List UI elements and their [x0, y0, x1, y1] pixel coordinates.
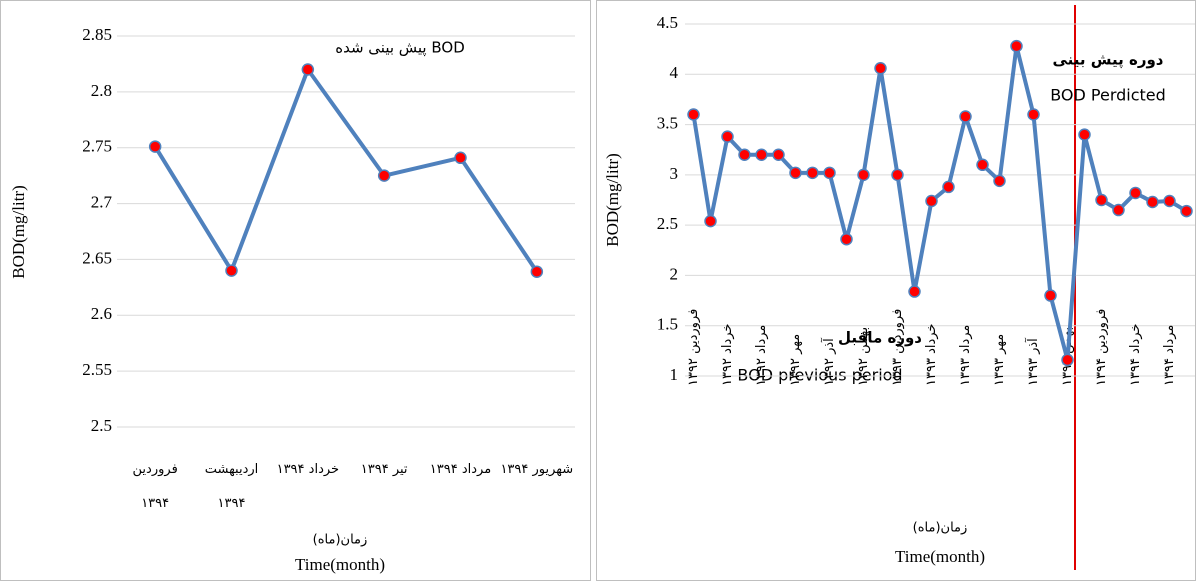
data-point [1044, 289, 1057, 302]
x-tick-label: فروردین ۱۳۹۴ [132, 462, 178, 511]
x-tick-label: خرداد ۱۳۹۴ [1128, 324, 1143, 386]
y-tick-label: 2.75 [82, 137, 112, 156]
y-tick-label: 2.8 [91, 81, 112, 100]
data-point [993, 174, 1006, 188]
data-point [959, 110, 972, 123]
data-point [1010, 39, 1023, 53]
data-point [1027, 108, 1040, 121]
data-point [687, 108, 700, 121]
data-point [1180, 204, 1193, 218]
y-tick-label: 3.5 [657, 113, 678, 132]
x-tick-label: فروردین ۱۳۹۴ [1094, 309, 1109, 386]
data-point [755, 148, 768, 161]
panel-border [0, 0, 591, 581]
data-point [942, 180, 955, 194]
annotation: BOD پیش بینی شده [335, 39, 465, 58]
annotation: BOD previous period [737, 366, 902, 385]
x-axis-title: زمان(ماه) [313, 533, 368, 548]
y-tick-label: 3 [670, 164, 679, 183]
data-point [704, 214, 717, 228]
x-tick-label: آذر ۱۳۹۲ [820, 337, 837, 386]
data-point [976, 158, 989, 172]
data-point [925, 194, 938, 208]
data-point [823, 166, 836, 180]
x-tick-label: تیر ۱۳۹۴ [360, 462, 408, 477]
data-point [530, 265, 544, 278]
data-point [789, 166, 802, 180]
data-point [840, 232, 853, 246]
y-tick-label: 2.7 [91, 192, 113, 211]
x-tick-label: فروردین ۱۳۹۳ [890, 309, 905, 386]
x-axis-title: Time(month) [895, 547, 985, 566]
y-tick-label: 2.85 [82, 25, 112, 44]
y-axis-title: BOD(mg/litr) [603, 153, 622, 247]
x-tick-label: بهمن ۱۳۹۲ [856, 327, 871, 386]
y-tick-label: 2 [670, 264, 679, 283]
data-point [148, 140, 162, 153]
x-tick-label: خرداد ۱۳۹۴ [276, 462, 340, 477]
data-point [377, 169, 391, 182]
data-point [738, 148, 751, 161]
data-point [806, 166, 819, 180]
data-point [908, 285, 921, 298]
x-tick-label: مرداد ۱۳۹۲ [754, 325, 769, 386]
y-tick-label: 1 [670, 365, 679, 384]
data-point [874, 62, 887, 75]
annotation: دوره پیش بینی [1053, 51, 1164, 70]
y-tick-label: 4 [670, 63, 679, 82]
y-tick-label: 2.65 [82, 248, 112, 267]
data-point [225, 264, 238, 277]
x-tick-label: مهر ۱۳۹۳ [992, 334, 1007, 386]
x-axis-title: Time(month) [295, 555, 385, 574]
x-tick-label: آذر ۱۳۹۳ [1024, 337, 1041, 386]
data-point [301, 63, 315, 76]
annotation: BOD Perdicted [1050, 86, 1166, 105]
x-tick-label: مرداد ۱۳۹۴ [1162, 325, 1177, 386]
data-point [1112, 203, 1125, 217]
y-tick-label: 1.5 [657, 315, 678, 334]
data-point [454, 151, 467, 165]
x-tick-label: خرداد ۱۳۹۲ [720, 324, 735, 386]
data-point [1146, 195, 1159, 209]
annotation: دوره ماقبل [838, 329, 922, 347]
data-point [857, 168, 870, 182]
y-tick-label: 2.6 [91, 304, 112, 323]
y-tick-label: 2.5 [657, 214, 678, 233]
x-tick-label: مرداد ۱۳۹۴ [429, 462, 492, 477]
data-point [1095, 193, 1108, 207]
x-tick-label: فروردین ۱۳۹۲ [686, 309, 701, 386]
x-tick-label: مهر ۱۳۹۲ [788, 334, 803, 386]
data-point [772, 148, 785, 161]
x-tick-label: شهریور ۱۳۹۴ [500, 462, 574, 477]
y-tick-label: 2.55 [82, 360, 112, 379]
data-point [1078, 128, 1091, 141]
data-point [891, 168, 904, 182]
x-axis-title: زمان(ماه) [913, 521, 968, 536]
data-point [1129, 186, 1142, 200]
data-point [1061, 353, 1074, 367]
data-point [1163, 194, 1176, 208]
x-tick-label: اردیبهشت ۱۳۹۴ [204, 462, 259, 511]
y-axis-title: BOD(mg/litr) [9, 185, 28, 279]
data-point [721, 130, 734, 143]
x-tick-label: مرداد ۱۳۹۳ [958, 325, 973, 386]
y-tick-label: 2.5 [91, 416, 112, 435]
y-tick-label: 4.5 [657, 13, 678, 32]
x-tick-label: خرداد ۱۳۹۳ [924, 324, 939, 386]
series-line [153, 67, 539, 273]
